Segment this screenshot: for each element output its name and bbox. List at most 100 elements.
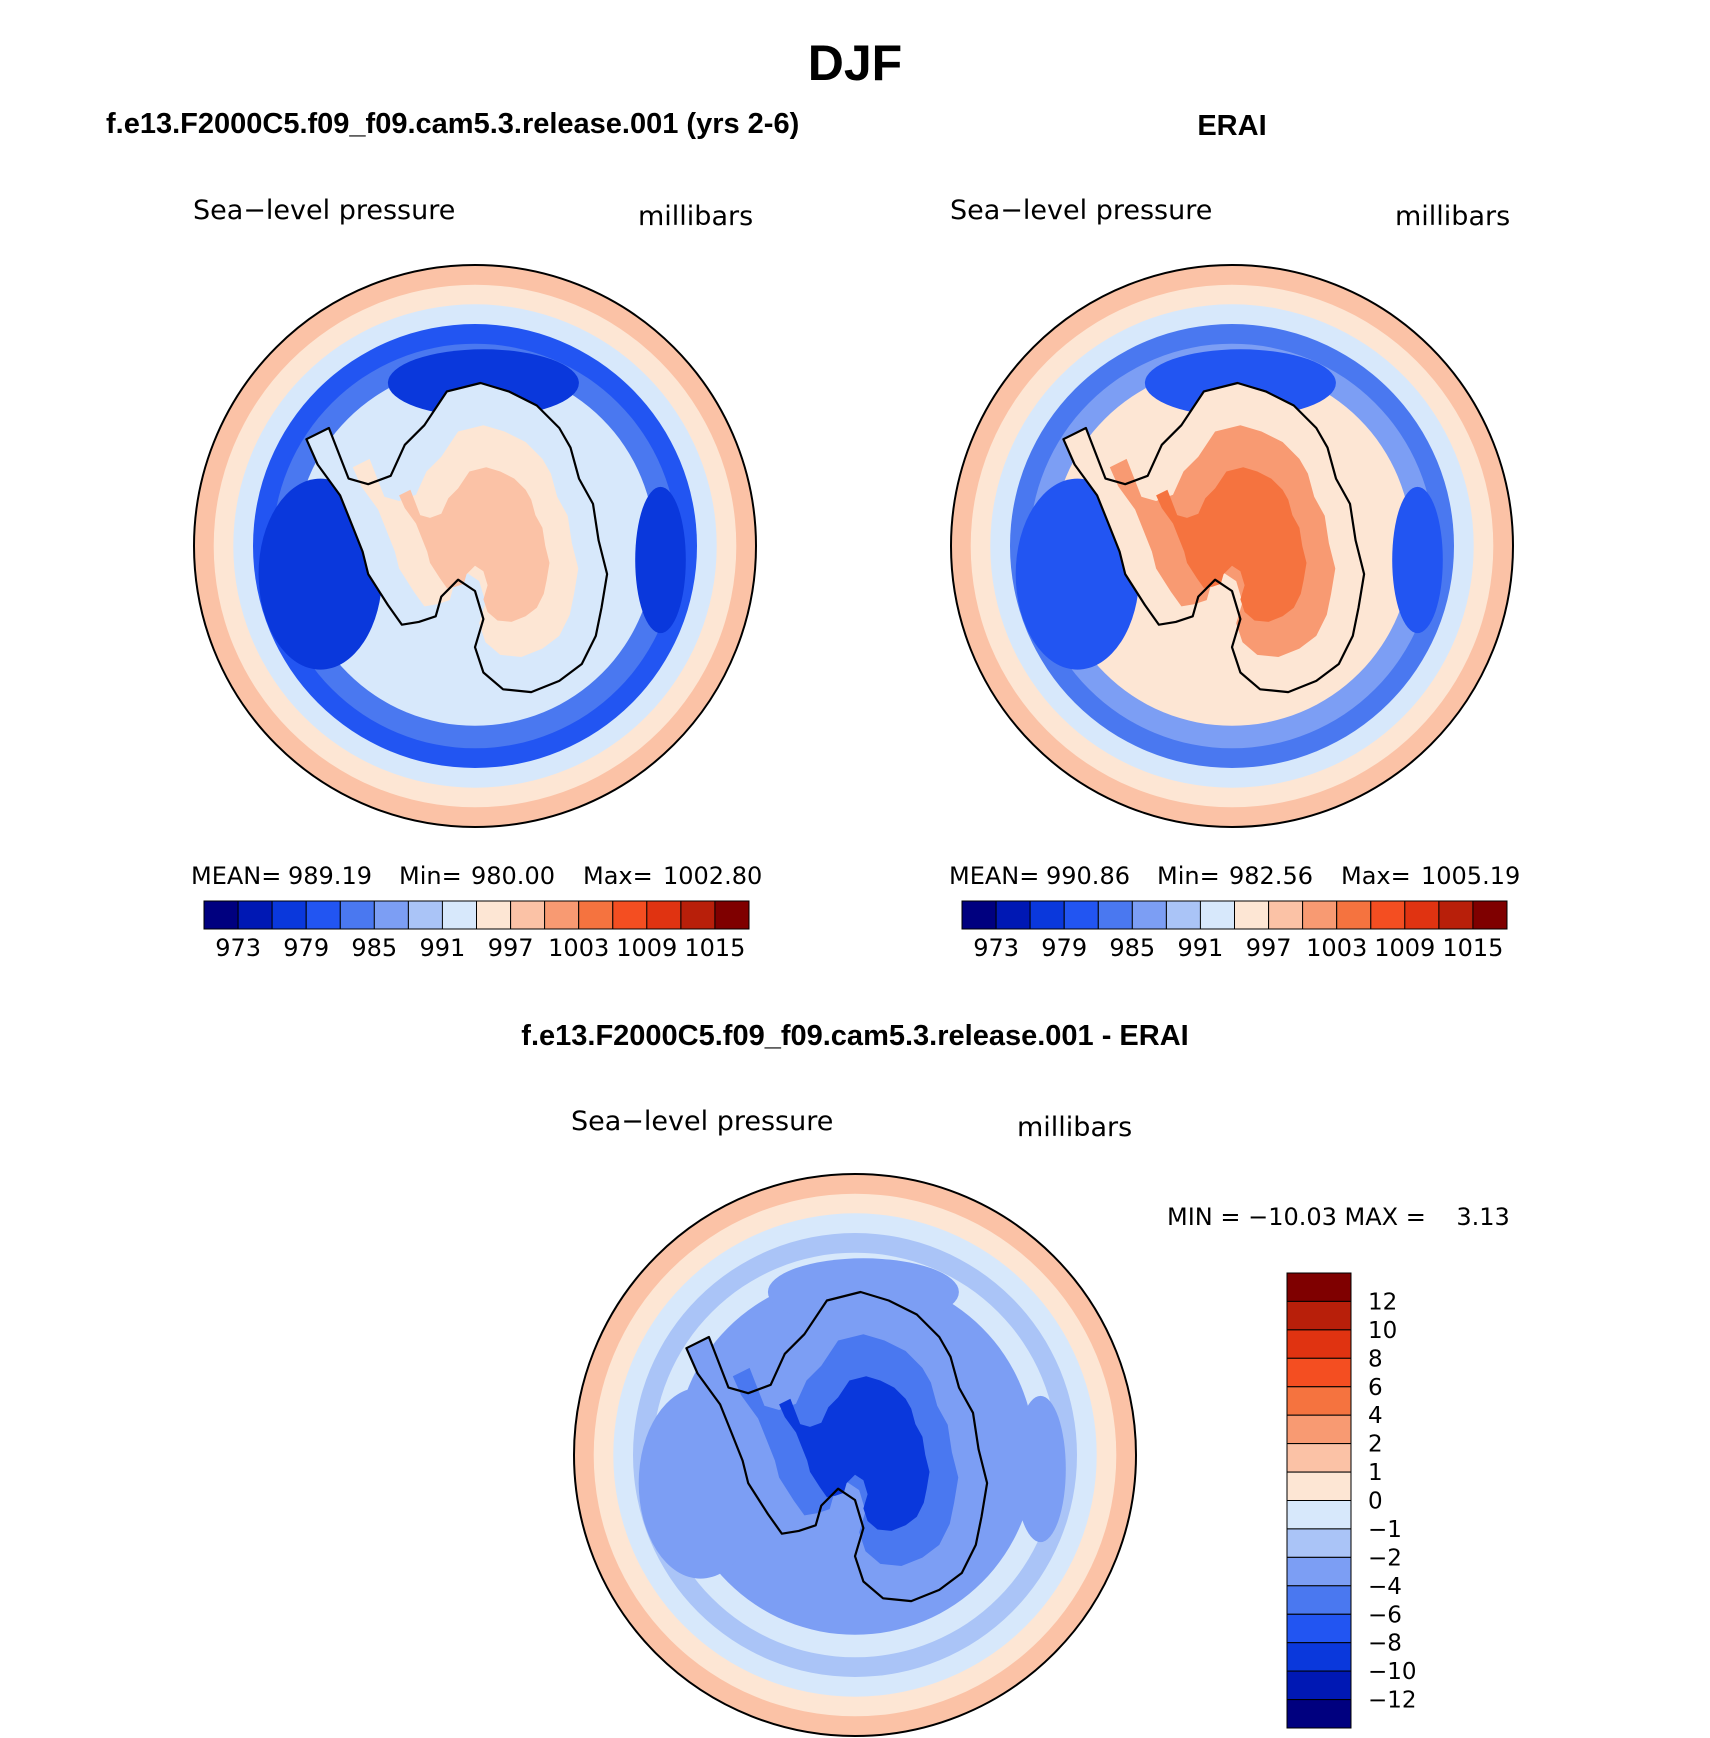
colorbar-tick-label: 12 — [1368, 1289, 1397, 1315]
colorbar-swatch — [1286, 1556, 1352, 1587]
colorbar-swatch — [476, 900, 512, 930]
panel-model-colorbar: 973 979 985 991 997 1003 1009 1015 — [203, 900, 750, 962]
page-title: DJF — [808, 35, 902, 91]
panel-diff-units: millibars — [1017, 1112, 1132, 1143]
colorbar-swatch — [612, 900, 648, 930]
colorbar-tick-label: −8 — [1368, 1631, 1402, 1657]
panel-erai-max-label: Max= — [1341, 862, 1411, 890]
colorbar-swatch — [1286, 1329, 1352, 1359]
colorbar-tick-label: 991 — [1177, 934, 1223, 962]
colorbar-tick-label: 1015 — [1442, 934, 1503, 962]
colorbar-swatch — [1286, 1386, 1352, 1416]
colorbar-tick-label: 1015 — [684, 934, 745, 962]
colorbar-tick-label: 979 — [1041, 934, 1087, 962]
panel-model-min-label: Min= — [399, 862, 462, 890]
panel-model-max-label: Max= — [583, 862, 653, 890]
antarctica-coastline — [1062, 381, 1366, 694]
colorbar-tick-label: 6 — [1368, 1375, 1383, 1401]
panel-erai-mean-label: MEAN= — [949, 862, 1039, 890]
colorbar-tick-label: −6 — [1368, 1602, 1402, 1628]
colorbar-tick-label: −10 — [1368, 1659, 1417, 1685]
colorbar-tick-label: −12 — [1368, 1688, 1417, 1714]
colorbar-tick-label: 1003 — [548, 934, 609, 962]
colorbar-tick-label: 985 — [1109, 934, 1155, 962]
colorbar-tick-label: 4 — [1368, 1403, 1383, 1429]
colorbar-tick-label: 997 — [1246, 934, 1292, 962]
colorbar-swatch — [1199, 900, 1236, 930]
colorbar-swatch — [1234, 900, 1270, 930]
colorbar-swatch — [1370, 900, 1406, 930]
panel-erai-stats: MEAN= 990.86 Min= 982.56 Max= 1005.19 — [949, 862, 1520, 890]
colorbar-tick-label: 8 — [1368, 1346, 1383, 1372]
colorbar-swatch — [995, 900, 1031, 930]
colorbar-swatch — [1404, 900, 1440, 930]
colorbar-swatch — [1302, 900, 1338, 930]
panel-diff: f.e13.F2000C5.f09_f09.cam5.3.release.001… — [521, 1020, 1510, 1737]
colorbar-tick-label: 1003 — [1306, 934, 1367, 962]
colorbar-swatch — [1286, 1300, 1352, 1331]
panel-model-mean-value: 989.19 — [288, 862, 372, 890]
colorbar-tick-label: 985 — [351, 934, 397, 962]
panel-erai-header: ERAI — [1197, 110, 1266, 142]
colorbar-tick-label: 973 — [215, 934, 261, 962]
colorbar-swatch — [544, 900, 580, 930]
panel-diff-map-border — [573, 1173, 1137, 1737]
antarctica-coastline — [305, 381, 609, 694]
panel-diff-map — [574, 1174, 1136, 1736]
slp-low-region — [635, 486, 686, 634]
colorbar-swatch — [1286, 1443, 1352, 1473]
colorbar-swatch — [1286, 1272, 1352, 1302]
colorbar-swatch — [714, 900, 750, 930]
panel-erai-min-label: Min= — [1157, 862, 1220, 890]
panel-model-map-border — [193, 264, 757, 828]
panel-diff-minmax: MIN = −10.03 MAX = 3.13 — [1167, 1203, 1510, 1231]
colorbar-swatch — [1286, 1471, 1352, 1501]
panel-erai-colorbar: 973 979 985 991 997 1003 1009 1015 — [961, 900, 1508, 962]
colorbar-swatch — [1286, 1642, 1352, 1672]
panel-erai-title: Sea−level pressure — [950, 195, 1212, 226]
panel-erai-map — [951, 265, 1513, 827]
panel-erai-map-border — [950, 264, 1514, 828]
panel-model-stats: MEAN= 989.19 Min= 980.00 Max= 1002.80 — [191, 862, 762, 890]
panel-model-mean-label: MEAN= — [191, 862, 281, 890]
colorbar-tick-label: 973 — [973, 934, 1019, 962]
panel-model-max-value: 1002.80 — [663, 862, 762, 890]
panel-model-title: Sea−level pressure — [193, 195, 455, 226]
colorbar-tick-label: −4 — [1368, 1574, 1402, 1600]
panel-model: f.e13.F2000C5.f09_f09.cam5.3.release.001… — [106, 108, 799, 962]
panel-erai-min-value: 982.56 — [1229, 862, 1313, 890]
colorbar-swatch — [1336, 900, 1372, 930]
colorbar-swatch — [1286, 1500, 1352, 1530]
colorbar-swatch — [510, 900, 546, 930]
slp-low-region — [258, 478, 383, 670]
panel-erai: ERAI Sea−level pressure millibars MEAN= … — [949, 110, 1520, 962]
colorbar-tick-label: −2 — [1368, 1545, 1402, 1571]
panel-erai-mean-value: 990.86 — [1046, 862, 1130, 890]
slp-interior-band — [399, 467, 550, 622]
colorbar-swatch — [305, 900, 341, 930]
colorbar-tick-label: 997 — [488, 934, 534, 962]
slp-interior-band — [779, 1376, 930, 1531]
colorbar-swatch — [407, 900, 443, 930]
colorbar-tick-label: 1009 — [616, 934, 677, 962]
colorbar-swatch — [1286, 1357, 1352, 1388]
colorbar-tick-label: 979 — [283, 934, 329, 962]
colorbar-tick-label: 0 — [1368, 1489, 1383, 1515]
colorbar-swatch — [680, 900, 716, 930]
colorbar-swatch — [441, 900, 477, 930]
slp-low-region — [1015, 1395, 1066, 1543]
colorbar-swatch — [1286, 1528, 1352, 1558]
colorbar-swatch — [1472, 900, 1508, 930]
slp-interior-band — [1156, 467, 1307, 622]
colorbar-swatch — [646, 900, 682, 930]
colorbar-swatch — [373, 900, 409, 930]
colorbar-swatch — [203, 900, 239, 930]
panel-erai-units: millibars — [1395, 201, 1510, 232]
panel-model-units: millibars — [638, 201, 753, 232]
panel-model-map — [194, 265, 756, 827]
colorbar-tick-label: 1009 — [1374, 934, 1435, 962]
colorbar-swatch — [1063, 900, 1099, 930]
colorbar-swatch — [1286, 1613, 1352, 1644]
